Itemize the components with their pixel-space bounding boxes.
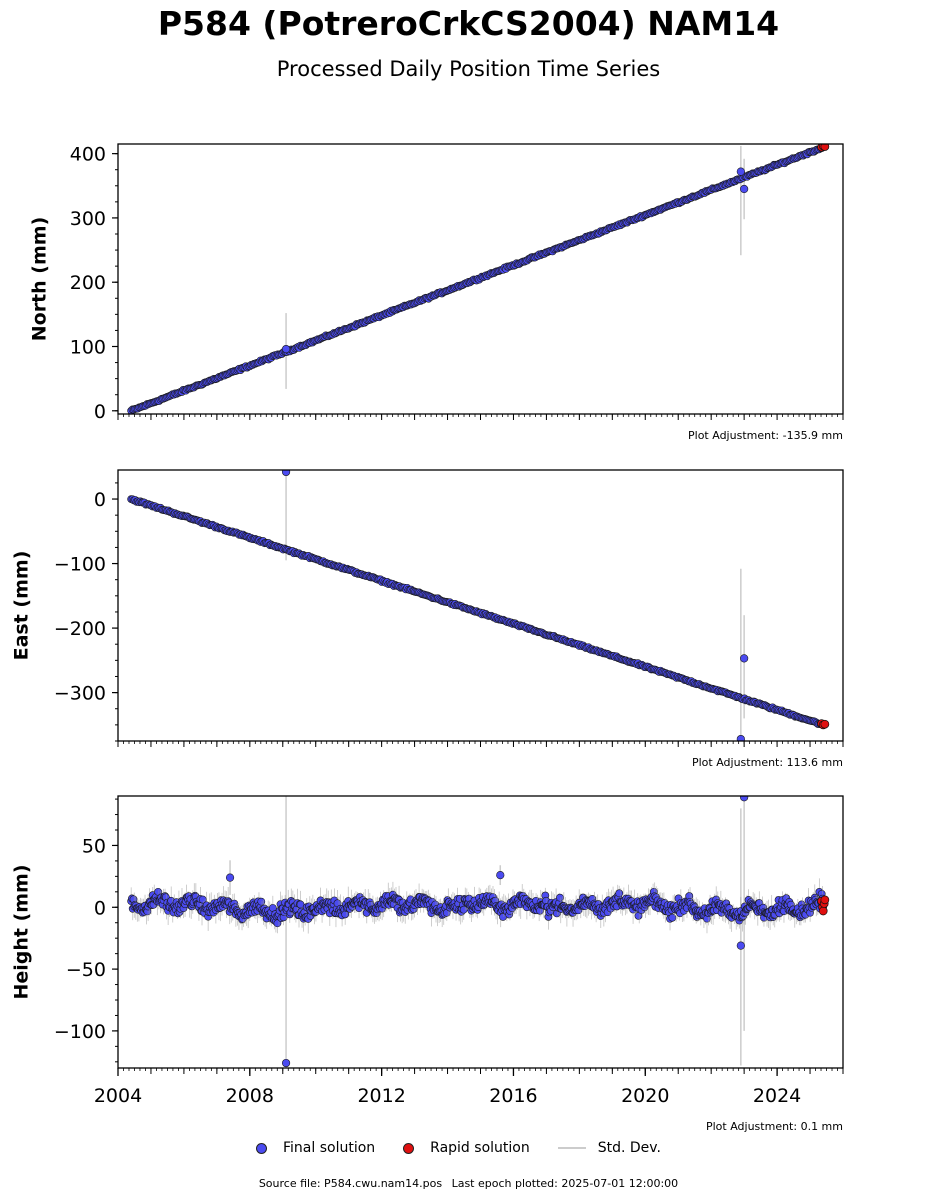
- x-tick-label: 2016: [489, 1085, 537, 1107]
- y-tick-label: −300: [54, 683, 106, 705]
- outlier-point: [740, 654, 749, 663]
- y-tick-label: −100: [54, 554, 106, 576]
- outlier-point: [736, 734, 745, 741]
- legend-item-final: Final solution: [256, 1140, 375, 1156]
- legend: Final solution Rapid solution Std. Dev.: [256, 1138, 689, 1158]
- rapid-point: [820, 144, 830, 151]
- y-tick-label: 0: [94, 897, 106, 919]
- y-tick-label: 100: [70, 337, 106, 359]
- outlier-point: [736, 941, 745, 950]
- plot-adjustment-note: Plot Adjustment: 113.6 mm: [692, 756, 843, 769]
- y-axis-label: North (mm): [29, 217, 51, 342]
- chart-subtitle: Processed Daily Position Time Series: [276, 57, 661, 81]
- legend-item-std: Std. Dev.: [557, 1140, 661, 1156]
- rapid-point: [818, 906, 828, 916]
- legend-label-std: Std. Dev.: [597, 1140, 661, 1156]
- panel-1: 0 100 200 300 400 North (mm) Plot Adjustment: …: [29, 143, 844, 442]
- legend-item-rapid: Rapid solution: [403, 1140, 530, 1156]
- panel-3: 50 0 −50 −100 2004 2008 2012 2016 2020 2024 Height…: [11, 795, 844, 1133]
- y-tick-label: 0: [94, 489, 106, 511]
- x-tick-label: 2004: [94, 1085, 142, 1107]
- legend-marker-final: [256, 1142, 267, 1154]
- data-point: [615, 889, 624, 898]
- x-tick-label: 2012: [357, 1085, 405, 1107]
- y-tick-label: 400: [70, 144, 106, 166]
- chart-title: P584 (PotreroCrkCS2004) NAM14: [157, 4, 780, 43]
- panel-frame: [117, 795, 844, 1069]
- rapid-point: [820, 719, 830, 729]
- y-tick-label: 300: [70, 208, 106, 230]
- legend-marker-rapid: [403, 1142, 415, 1154]
- plot-adjustment-note: Plot Adjustment: -135.9 mm: [688, 429, 843, 442]
- x-tick-label: 2024: [753, 1085, 801, 1107]
- plot-area: [127, 796, 830, 1068]
- outlier-point: [736, 167, 745, 176]
- footer: Source file: P584.cwu.nam14.pos Last epo…: [0, 1177, 937, 1190]
- plot-area: [127, 470, 830, 741]
- plot-adjustment-note: Plot Adjustment: 0.1 mm: [706, 1120, 843, 1133]
- y-axis-label: Height (mm): [11, 864, 33, 999]
- legend-label-rapid: Rapid solution: [430, 1140, 530, 1156]
- y-tick-label: −100: [54, 1021, 106, 1043]
- outlier-point: [740, 796, 749, 802]
- y-tick-label: 0: [94, 401, 106, 423]
- plot-area: [127, 144, 830, 414]
- y-tick-label: −200: [54, 618, 106, 640]
- final-solution-series: [127, 495, 828, 728]
- footer-source: Source file: P584.cwu.nam14.pos: [258, 1177, 443, 1190]
- footer-last-epoch: Last epoch plotted: 2025-07-01 12:00:00: [451, 1177, 679, 1190]
- outlier-point: [740, 184, 749, 194]
- legend-marker-std: [557, 1147, 586, 1149]
- y-tick-label: 50: [82, 835, 106, 857]
- y-axis-label: East (mm): [11, 551, 33, 661]
- x-tick-label: 2008: [226, 1085, 274, 1107]
- x-tick-label: 2020: [621, 1085, 669, 1107]
- outlier-point: [281, 1058, 291, 1068]
- outlier-point: [225, 873, 235, 882]
- y-tick-label: −50: [66, 959, 106, 981]
- data-point: [459, 905, 468, 914]
- panel-2: 0 −100 −200 −300 East (mm) Plot Adjustment: 1…: [11, 469, 844, 769]
- rapid-point: [820, 895, 830, 905]
- final-solution-series: [127, 878, 828, 934]
- outlier-point: [281, 344, 291, 354]
- data-point: [257, 897, 266, 906]
- outlier-point: [496, 871, 505, 880]
- outlier-point: [281, 470, 291, 477]
- legend-label-final: Final solution: [283, 1140, 376, 1156]
- y-tick-label: 200: [70, 272, 106, 294]
- final-solution-series: [127, 144, 828, 414]
